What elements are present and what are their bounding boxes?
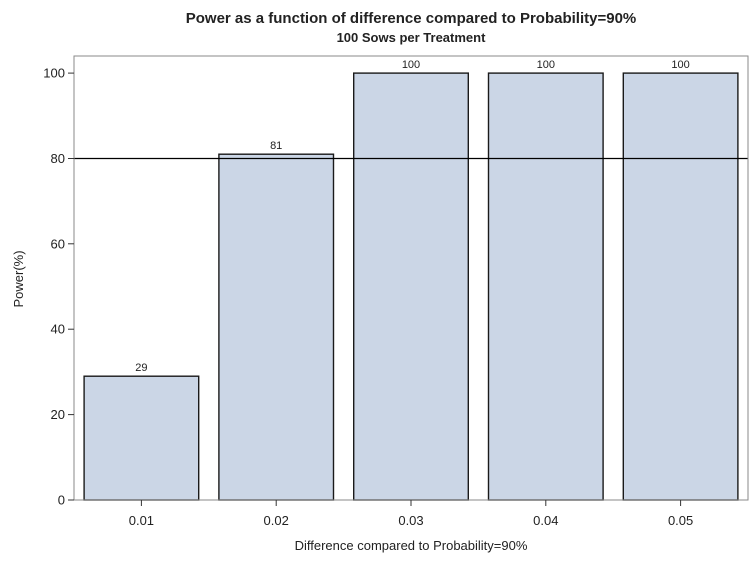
y-tick-label-80: 80 <box>51 151 65 166</box>
y-tick-label-20: 20 <box>51 407 65 422</box>
bar-0.05 <box>622 72 739 501</box>
y-tick-label-60: 60 <box>51 236 65 251</box>
x-axis-label: Difference compared to Probability=90% <box>295 538 528 553</box>
plot-area: 29 81 100 100 100 0 20 40 60 80 100 0.01 0.02 0.03 0.0… <box>43 55 749 528</box>
x-tick-label-0.05: 0.05 <box>668 513 693 528</box>
x-tick-label-0.04: 0.04 <box>533 513 558 528</box>
y-tick-label-100: 100 <box>43 66 65 81</box>
bar-0.01 <box>83 375 200 501</box>
bar-0.02 <box>218 153 335 501</box>
x-tick-label-0.03: 0.03 <box>398 513 423 528</box>
data-label-0.01: 29 <box>135 362 147 374</box>
bar-0.04 <box>487 72 604 501</box>
data-label-0.02: 81 <box>270 140 282 152</box>
chart-subtitle: 100 Sows per Treatment <box>337 30 487 45</box>
y-axis-label: Power(%) <box>11 250 26 307</box>
data-label-0.05: 100 <box>671 59 689 71</box>
x-tick-label-0.02: 0.02 <box>264 513 289 528</box>
y-tick-label-0: 0 <box>58 493 65 508</box>
data-label-0.03: 100 <box>402 59 420 71</box>
x-tick-label-0.01: 0.01 <box>129 513 154 528</box>
y-tick-label-40: 40 <box>51 322 65 337</box>
data-label-0.04: 100 <box>537 59 555 71</box>
bar-0.03 <box>353 72 470 501</box>
chart-title: Power as a function of difference compar… <box>186 10 637 27</box>
